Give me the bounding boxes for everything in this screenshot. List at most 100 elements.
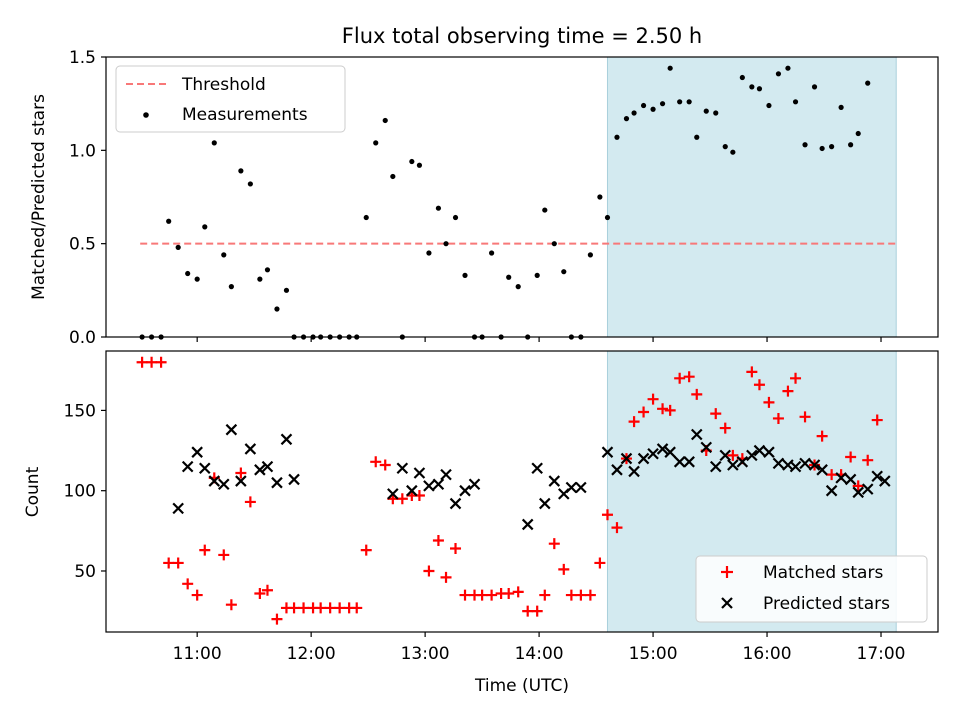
measurement-point: [257, 276, 263, 282]
measurement-point: [587, 252, 593, 258]
legend-matched-swatch: [721, 566, 733, 578]
predicted-star-point: [844, 473, 857, 486]
measurement-point: [848, 142, 854, 148]
measurement-point: [373, 140, 379, 146]
measurement-point: [534, 272, 540, 278]
predicted-star-point: [565, 481, 578, 494]
highlight-band: [607, 57, 897, 337]
predicted-star-point: [799, 457, 811, 470]
predicted-star-point: [772, 457, 785, 470]
measurement-point: [865, 80, 871, 86]
bottom-y-axis: 50 100 150: [64, 401, 106, 582]
matched-star-point: [852, 480, 864, 492]
predicted-star-point: [440, 468, 452, 481]
predicted-star-point: [816, 464, 828, 476]
top-legend: Threshold Measurements: [115, 65, 346, 133]
measurement-point: [221, 252, 227, 258]
chart-title: Flux total observing time = 2.50 h: [342, 24, 702, 48]
matched-star-point: [288, 602, 300, 614]
y-tick-label: 1.0: [69, 141, 96, 161]
matched-star-point: [710, 408, 722, 420]
matched-star-point: [647, 393, 659, 405]
matched-star-point: [225, 599, 237, 611]
predicted-star-point: [727, 459, 739, 471]
predicted-star-point: [753, 444, 766, 457]
predicted-star-point: [225, 423, 238, 436]
matched-star-point: [155, 356, 167, 368]
y-tick-label: 50: [74, 562, 96, 582]
predicted-star-point: [271, 476, 283, 489]
matched-star-point: [539, 589, 551, 601]
matched-star-point: [691, 388, 703, 400]
y-tick-label: 0.0: [69, 328, 96, 348]
measurement-point: [489, 250, 495, 256]
measurement-point: [686, 99, 692, 105]
predicted-star-point: [628, 465, 640, 478]
predicted-star-point: [647, 447, 659, 460]
matched-star-point: [360, 544, 372, 556]
predicted-star-point: [709, 460, 722, 473]
matched-star-point: [423, 565, 435, 577]
measurement-point: [228, 284, 234, 290]
measurement-point: [426, 250, 432, 256]
measurement-point: [604, 214, 611, 221]
predicted-star-point: [261, 460, 274, 473]
measurement-point: [730, 149, 736, 155]
top-panel: 0.0 0.5 1.0 1.5 Matched/Predicted stars Thr…: [29, 48, 939, 348]
measurement-point: [435, 205, 442, 211]
predicted-star-point: [406, 484, 418, 497]
y-tick-label: 100: [64, 482, 96, 502]
predicted-star-point: [719, 449, 732, 462]
measurement-point: [561, 269, 567, 275]
matched-star-point: [459, 589, 471, 601]
predicted-star-point: [396, 462, 409, 474]
measurement-point: [166, 218, 172, 224]
legend-threshold-label: Threshold: [181, 75, 266, 95]
matched-star-point: [261, 584, 273, 596]
matched-star-point: [782, 385, 794, 397]
matched-star-point: [799, 411, 811, 423]
predicted-star-point: [789, 460, 802, 473]
matched-star-point: [244, 496, 256, 508]
predicted-star-point: [746, 449, 758, 462]
predicted-star-point: [172, 502, 184, 515]
matched-star-point: [324, 602, 336, 614]
matched-star-point: [826, 469, 838, 481]
measurement-point: [409, 158, 415, 165]
bottom-y-axis-label: Count: [23, 466, 43, 517]
measurement-point: [202, 224, 208, 230]
matched-star-point: [370, 456, 382, 468]
matched-star-point: [503, 587, 515, 599]
matched-star-point: [719, 422, 731, 434]
matched-star-point: [486, 589, 498, 601]
measurement-point: [855, 130, 861, 137]
matched-star-point: [315, 602, 327, 614]
predicted-star-point: [217, 478, 230, 491]
bottom-legend: Matched stars Predicted stars: [695, 555, 928, 623]
bottom-axes-frame: [105, 350, 939, 633]
top-x-ticks: [196, 337, 882, 342]
legend-predicted-label: Predicted stars: [763, 594, 890, 614]
matched-star-point: [790, 372, 802, 384]
matched-star-point: [638, 406, 650, 418]
y-tick-label: 150: [64, 401, 96, 421]
matched-star-point: [146, 356, 158, 368]
matched-star-point: [522, 605, 534, 617]
predicted-star-point: [432, 478, 445, 491]
measurement-point: [722, 144, 728, 150]
measurement-point: [264, 267, 271, 273]
matched-star-point: [746, 366, 758, 378]
predicted-star-point: [879, 475, 891, 487]
matched-star-point: [845, 451, 857, 463]
matched-star-point: [565, 589, 577, 601]
matched-star-point: [379, 459, 391, 471]
top-y-axis-label: Matched/Predicted stars: [29, 94, 49, 300]
matched-star-point: [182, 578, 194, 590]
matched-star-point: [601, 509, 613, 521]
predicted-star-point: [690, 428, 703, 441]
measurement-point: [175, 244, 181, 250]
measurement-point: [631, 110, 637, 116]
predicted-star-point: [620, 452, 633, 465]
predicted-star-point: [198, 462, 211, 474]
matched-star-point: [628, 416, 640, 428]
